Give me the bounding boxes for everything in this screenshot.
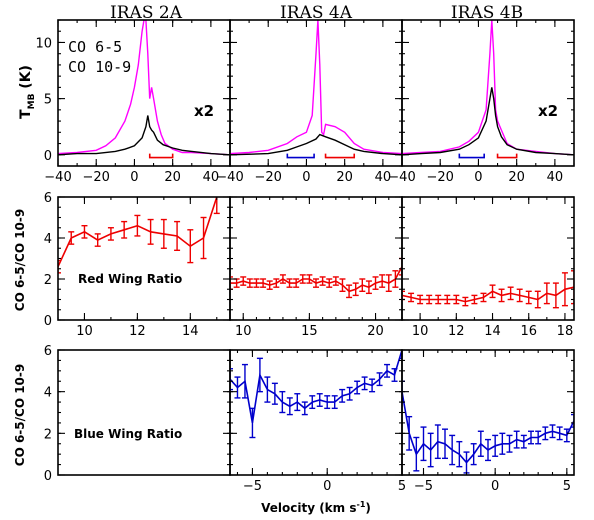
ratio-x-red-2-tick-label: 10: [412, 324, 429, 339]
ratio-y-blue-0-tick-label: 6: [44, 344, 52, 359]
ratio-y-blue-0-tick-label: 2: [44, 427, 52, 442]
ratio-x-blue-1-tick-label: −5: [243, 479, 262, 494]
spectra-x-1-tick-label: 40: [375, 170, 392, 185]
ratio-frame-blue-1: [229, 349, 403, 476]
ratio-x-blue-1-tick-label: 0: [323, 479, 331, 494]
ratio-y-red-0-tick-label: 4: [44, 232, 52, 247]
co109-line-1: [230, 133, 402, 156]
spectra-x-2-tick-label: −40: [388, 170, 415, 185]
bot-ylabel: CO 6-5/CO 10-9: [13, 364, 27, 466]
ratio-y-blue-0-tick-label: 0: [44, 469, 52, 484]
spectra-y-tick-label: 5: [44, 93, 52, 108]
xlabel-sup: -1: [357, 500, 366, 509]
spectra-x-1-tick-label: 0: [302, 170, 310, 185]
spectra-x-0-tick-label: 0: [130, 170, 138, 185]
red-wing-bracket-1: [324, 153, 356, 159]
co65-line-1: [230, 20, 402, 155]
x2-annotation-iras4b: x2: [538, 102, 558, 120]
top-ylabel-unit: (K): [18, 65, 34, 94]
x-axis-label: Velocity (km s-1): [261, 500, 371, 515]
spectra-x-1-tick-label: −20: [255, 170, 282, 185]
ratio-x-red-0-tick-label: 10: [76, 324, 93, 339]
panel-title-iras4a: IRAS 4A: [280, 3, 353, 23]
spectra-x-2-tick-label: 40: [547, 170, 564, 185]
red-wing-bracket-2: [496, 153, 518, 159]
ratio-frame-blue-0: [57, 349, 231, 476]
top-ylabel-sub: MB: [27, 93, 37, 109]
ratio-y-red-0-tick-label: 0: [44, 314, 52, 329]
ratio-y-red-0-tick-label: 2: [44, 273, 52, 288]
ratio-x-red-1-tick-label: 15: [301, 324, 318, 339]
spectra-x-1-tick-label: −40: [216, 170, 243, 185]
ratio-x-red-2-tick-label: 14: [484, 324, 501, 339]
spectra-group-2: [402, 20, 574, 156]
spectra-y-tick-label: 0: [44, 149, 52, 164]
xlabel-close: ): [365, 501, 370, 515]
red-wing-label: Red Wing Ratio: [78, 272, 182, 286]
spectra-frame-2: [401, 19, 575, 167]
x2-annotation-iras2a: x2: [194, 102, 214, 120]
spectra-group-0: [58, 20, 230, 156]
co109-line-0: [58, 115, 230, 156]
ratio-x-red-2-tick-label: 16: [520, 324, 537, 339]
spectra-x-2-tick-label: 20: [508, 170, 525, 185]
spectra-x-0-tick-label: 20: [164, 170, 181, 185]
blue-wing-bracket-2: [458, 153, 485, 159]
legend-co65: CO 6-5: [68, 38, 122, 56]
spectra-x-0-tick-label: −20: [83, 170, 110, 185]
ratio-x-blue-1-tick-label: 5: [398, 479, 406, 494]
ratio-line-red-2: [402, 286, 574, 303]
top-ylabel-main: T: [18, 109, 34, 119]
svg-text:TMB (K): TMB (K): [18, 65, 37, 119]
ratio-group-blue-1: [230, 350, 402, 439]
spectra-x-0-tick-label: 40: [203, 170, 220, 185]
blue-wing-bracket-1: [286, 153, 315, 159]
spectra-y-tick-label: 10: [35, 36, 52, 51]
ratio-x-red-0-tick-label: 14: [182, 324, 199, 339]
ratio-x-red-2-tick-label: 12: [448, 324, 465, 339]
ratio-group-red-2: [402, 270, 574, 309]
spectra-x-2-tick-label: 0: [474, 170, 482, 185]
red-wing-bracket-0: [148, 153, 174, 159]
ratio-line-blue-1: [230, 350, 402, 424]
ratio-frame-red-2: [401, 196, 575, 321]
top-ylabel: TMB (K): [18, 65, 37, 119]
spectra-x-1-tick-label: 20: [336, 170, 353, 185]
ratio-x-red-1-tick-label: 10: [235, 324, 252, 339]
panel-title-iras4b: IRAS 4B: [451, 3, 523, 23]
panel-title-iras2a: IRAS 2A: [110, 3, 183, 23]
ratio-group-red-1: [230, 257, 402, 299]
mid-ylabel: CO 6-5/CO 10-9: [13, 209, 27, 311]
ratio-frame-red-1: [229, 196, 403, 321]
ratio-x-blue-2-tick-label: 5: [563, 479, 571, 494]
spectra-x-0-tick-label: −40: [44, 170, 71, 185]
ratio-x-red-0-tick-label: 12: [129, 324, 146, 339]
ratio-x-blue-2-tick-label: 0: [491, 479, 499, 494]
xlabel-main: Velocity (km s: [261, 501, 356, 515]
ratio-y-blue-0-tick-label: 4: [44, 386, 52, 401]
blue-wing-label: Blue Wing Ratio: [74, 427, 182, 441]
ratio-group-red-0: [58, 197, 220, 274]
legend-co109: CO 10-9: [68, 58, 131, 76]
spectra-group-1: [230, 20, 402, 156]
spectra-x-2-tick-label: −20: [427, 170, 454, 185]
co65-line-0: [58, 20, 230, 156]
ratio-y-red-0-tick-label: 6: [44, 191, 52, 206]
ratio-x-blue-2-tick-label: −5: [414, 479, 433, 494]
ratio-group-blue-2: [402, 380, 574, 474]
co109-line-2: [402, 87, 574, 156]
co65-line-2: [402, 20, 574, 156]
ratio-x-red-1-tick-label: 20: [367, 324, 384, 339]
ratio-x-red-2-tick-label: 18: [557, 324, 574, 339]
